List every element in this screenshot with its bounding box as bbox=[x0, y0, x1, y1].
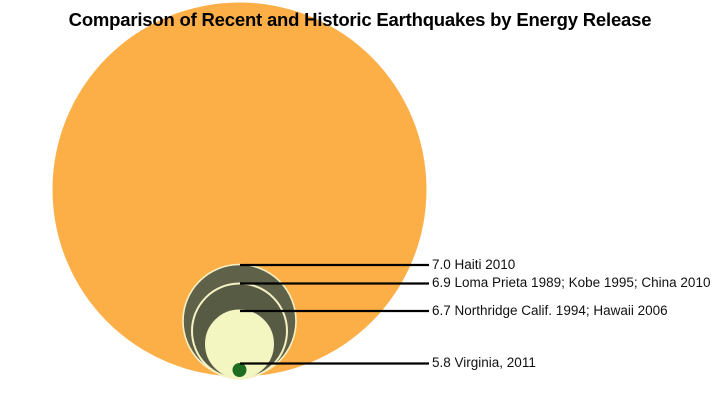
circle-virginia-2011 bbox=[232, 363, 247, 377]
label-haiti: 7.0 Haiti 2010 bbox=[432, 257, 516, 272]
chart-title: Comparison of Recent and Historic Earthq… bbox=[68, 9, 652, 30]
label-loma-prieta: 6.9 Loma Prieta 1989; Kobe 1995; China 2… bbox=[432, 275, 711, 290]
label-virginia: 5.8 Virginia, 2011 bbox=[432, 355, 536, 370]
circle-northridge bbox=[205, 309, 274, 379]
label-northridge: 6.7 Northridge Calif. 1994; Hawaii 2006 bbox=[432, 303, 668, 318]
